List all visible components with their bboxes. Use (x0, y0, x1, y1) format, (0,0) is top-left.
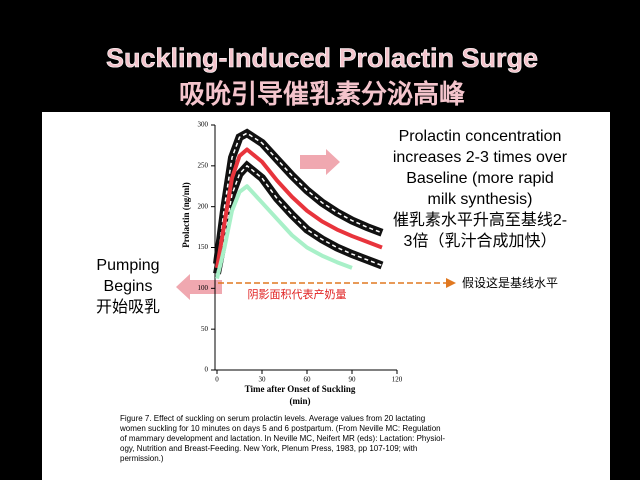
right-note: Prolactin concentration (399, 128, 562, 145)
right-note: 3倍（乳汁合成加快） (404, 232, 557, 250)
y-tick-label: 250 (198, 161, 209, 169)
y-tick-label: 50 (201, 325, 209, 333)
arrow-left (176, 274, 222, 300)
baseline-arrowhead (446, 278, 456, 288)
curve (215, 184, 353, 280)
curve (215, 147, 383, 269)
band-edge-shadow (213, 128, 384, 265)
caption-line: Figure 7. Effect of suckling on serum pr… (120, 414, 425, 423)
caption-line: of mammary development and lactation. In… (120, 434, 445, 443)
y-tick-label: 150 (198, 243, 209, 251)
right-note: 催乳素水平升高至基线2- (393, 211, 567, 229)
y-tick-label: 300 (198, 121, 209, 129)
right-note: increases 2-3 times over (393, 149, 568, 166)
x-axis-label: Time after Onset of Suckling (245, 384, 356, 394)
caption-line: women suckling for 10 minutes on days 5 … (119, 424, 441, 433)
y-axis-label: Prolactin (ng/ml) (181, 182, 191, 248)
arrow-right (300, 149, 340, 175)
x-tick-label: 30 (259, 376, 267, 384)
slide-title: Suckling-Induced Prolactin Surge (106, 43, 538, 73)
area-note: 阴影面积代表产奶量 (248, 287, 347, 301)
band-edge (216, 165, 383, 274)
slide-subtitle: 吸吮引导催乳素分泌高峰 (179, 79, 465, 109)
x-tick-label: 120 (392, 376, 403, 384)
right-note: Baseline (more rapid (406, 170, 554, 187)
left-note: 开始吸乳 (96, 298, 160, 316)
baseline-note: 假设这是基线水平 (462, 275, 558, 290)
x-tick-label: 90 (349, 376, 357, 384)
annotations: Prolactin concentration increases 2-3 tim… (96, 128, 568, 463)
y-tick-label: 100 (198, 284, 209, 292)
y-tick-label: 0 (205, 366, 209, 374)
left-note: Begins (104, 278, 153, 295)
x-tick-label: 60 (304, 376, 312, 384)
caption-line: ogy, Nutrition and Breast-Feeding. New Y… (120, 444, 417, 453)
x-axis-label: (min) (290, 396, 311, 406)
y-tick-label: 200 (198, 202, 209, 210)
plot: 0 50 100 150 200 250 300 0 30 60 90 120 (198, 121, 403, 384)
caption-line: permission.) (120, 454, 164, 463)
left-note: Pumping (96, 257, 159, 274)
right-note: milk synthesis) (428, 191, 533, 208)
x-tick-label: 0 (215, 376, 219, 384)
